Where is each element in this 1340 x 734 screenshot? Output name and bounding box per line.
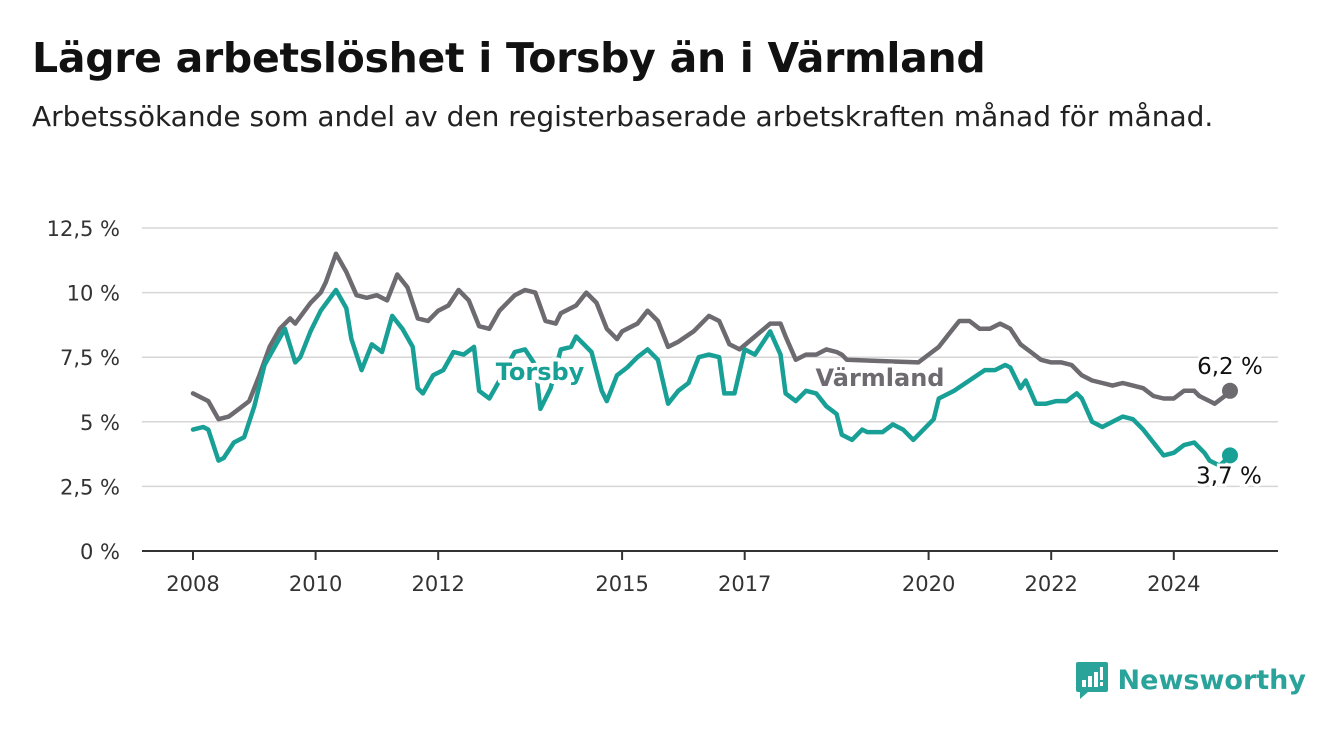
series-line-varmland [190,251,1233,422]
x-tick-label: 2017 [718,572,771,596]
y-tick-label: 2,5 % [60,475,120,499]
y-tick-label: 0 % [80,540,120,564]
x-tick-label: 2024 [1147,572,1200,596]
series-line-torsby [190,287,1233,468]
x-tick-label: 2015 [595,572,648,596]
y-tick-label: 5 % [80,411,120,435]
end-label-torsby: 3,7 % [1196,463,1262,489]
x-tick-label: 2020 [902,572,955,596]
end-point-varmland [1221,382,1238,399]
chart-subtitle: Arbetssökande som andel av den registerb… [32,100,1214,133]
y-tick-label: 10 % [67,282,120,306]
y-tick-label: 12,5 % [47,217,120,241]
x-tick-label: 2012 [411,572,464,596]
brand-name: Newsworthy [1117,664,1306,696]
brand: Newsworthy [1074,660,1306,700]
end-label-varmland: 6,2 % [1197,354,1263,380]
x-tick-label: 2022 [1024,572,1077,596]
x-tick-label: 2010 [289,572,342,596]
y-tick-label: 7,5 % [60,346,120,370]
newsworthy-logo-icon [1075,662,1108,699]
x-tick-label: 2008 [166,572,219,596]
series-label-torsby: Torsby [496,358,585,386]
series-label-varmland: Värmland [816,364,945,392]
end-point-torsby [1221,447,1238,464]
chart-title: Lägre arbetslöshet i Torsby än i Värmlan… [32,34,986,82]
